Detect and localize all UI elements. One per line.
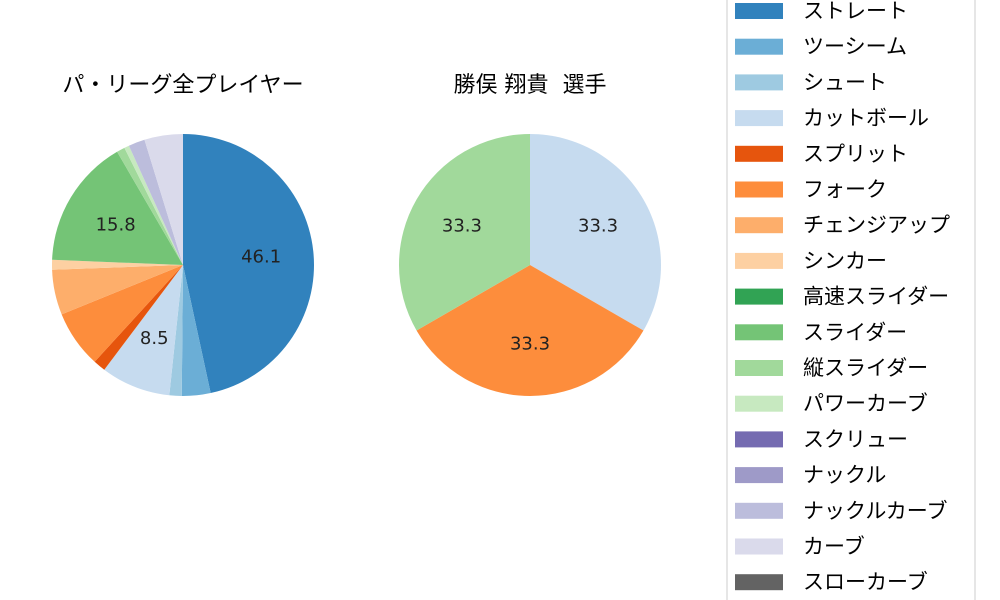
pie-0-slice-2 [169,265,183,396]
legend-swatch-6 [735,217,783,234]
legend-label-13: ナックル [803,463,886,487]
legend-swatch-0 [735,3,783,19]
legend-swatch-11 [735,395,783,412]
pie-0-slice-0 [183,134,314,394]
legend-swatch-1 [735,38,783,55]
legend-swatch-8 [735,288,783,305]
legend-label-9: スライダー [803,320,907,344]
legend-swatch-14 [735,502,783,519]
pie-0-slice-5 [61,265,183,362]
legend-label-0: ストレート [803,0,908,23]
legend-label-5: フォーク [803,178,887,202]
legend-frame [726,0,976,600]
pie-0-slice-11 [124,145,183,265]
legend-label-16: スローカーブ [803,570,928,594]
legend-swatch-12 [735,431,783,448]
pie-0-slice-10 [117,147,183,265]
legend-swatch-13 [735,467,783,484]
legend-label-15: カーブ [803,535,865,559]
legend-swatch-10 [735,360,783,376]
pie-0-slice-9-label: 15.8 [96,214,136,235]
pie-1-slice-2-label: 33.3 [442,216,482,237]
legend-label-3: カットボール [803,106,929,130]
legend-swatch-3 [735,110,783,127]
pie-0-slice-7 [52,259,184,270]
legend-swatch-5 [735,181,783,198]
legend-label-4: スプリット [803,142,908,166]
pie-0-slice-4 [94,265,183,370]
legend-label-14: ナックルカーブ [803,499,947,523]
legend-label-12: スクリュー [803,427,908,451]
legend-label-11: パワーカーブ [803,392,928,416]
pie-1-slice-1-label: 33.3 [510,334,550,355]
chart-title-league: パ・リーグ全プレイヤー [62,73,303,98]
pie-0-slice-14 [128,139,183,265]
pie-league: 46.1 8.5 15.8 [52,134,314,396]
pie-0-slice-3 [104,265,183,396]
legend-swatch-15 [735,538,783,555]
pie-0-slice-0-label: 46.1 [241,247,281,268]
pie-0-slice-6 [52,265,183,315]
legend-label-2: シュート [803,70,887,94]
legend-swatch-16 [735,574,783,591]
legend-label-10: 縦スライダー [803,356,928,380]
chart-title-player: 勝俣 翔貴 選手 [454,73,607,98]
legend-label-7: シンカー [803,249,887,273]
legend-swatch-4 [735,145,783,162]
pie-player: 33.3 33.3 33.3 [398,134,661,397]
legend-swatch-2 [735,74,783,91]
pie-1-slice-0-label: 33.3 [578,216,618,237]
legend: ストレートツーシームシュートカットボールスプリットフォークチェンジアップシンカー… [726,0,976,600]
pie-0-slice-1 [181,265,211,396]
pie-1-slice-0 [530,134,661,331]
legend-label-8: 高速スライダー [803,285,949,309]
legend-swatch-7 [735,252,783,269]
pie-1-slice-2 [398,134,530,331]
pie-0-slice-9 [52,151,183,265]
legend-label-6: チェンジアップ [803,213,950,237]
pie-0-slice-15 [144,134,183,265]
legend-label-1: ツーシーム [803,35,907,59]
pie-0-slice-3-label: 8.5 [140,328,169,349]
legend-swatch-9 [735,324,783,341]
